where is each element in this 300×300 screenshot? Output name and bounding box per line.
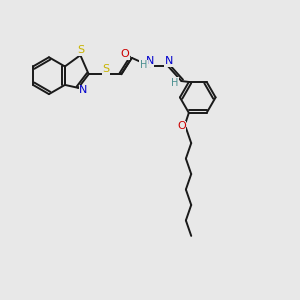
Text: H: H	[140, 60, 147, 70]
Text: N: N	[146, 56, 154, 66]
Text: N: N	[79, 85, 88, 95]
Text: S: S	[77, 45, 84, 55]
Text: O: O	[177, 121, 186, 131]
Text: O: O	[121, 49, 130, 59]
Text: S: S	[102, 64, 109, 74]
Text: N: N	[164, 56, 173, 66]
Text: H: H	[171, 77, 178, 88]
